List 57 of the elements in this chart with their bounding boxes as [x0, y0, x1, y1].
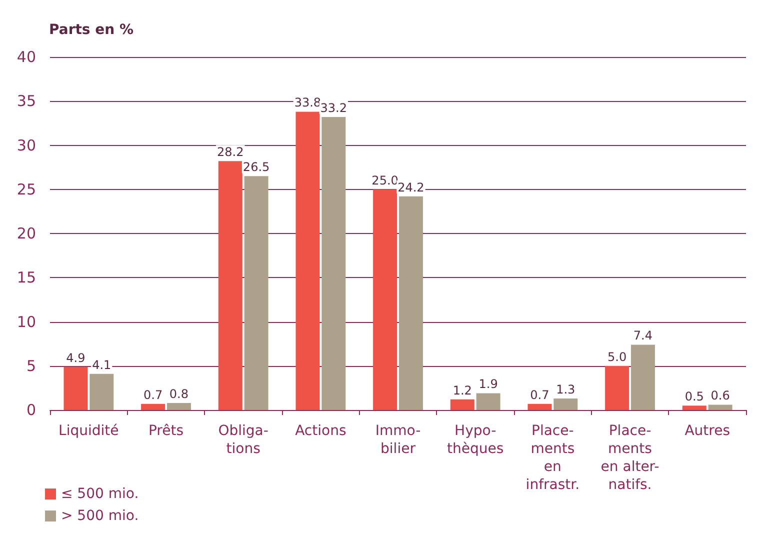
data-label: 0.7 [143, 388, 163, 402]
bar [244, 176, 268, 410]
chart-title: Parts en % [49, 22, 134, 38]
x-tick-label: Place- ments en infrastr. [526, 423, 580, 493]
bar [218, 161, 242, 410]
bar [166, 402, 191, 410]
data-label: 0.6 [710, 388, 730, 403]
data-label: 25.0 [372, 173, 398, 188]
bar [398, 196, 423, 410]
legend-label: ≤ 500 mio. [61, 486, 139, 502]
data-label: 5.0 [607, 350, 627, 364]
bar [528, 404, 552, 410]
bar [708, 404, 732, 410]
y-tick-label: 20 [16, 224, 36, 242]
bar [296, 112, 320, 410]
data-label: 24.2 [398, 180, 424, 194]
data-label: 0.7 [530, 388, 550, 402]
data-label: 1.3 [556, 382, 576, 397]
bar [450, 399, 474, 410]
data-label: 0.5 [684, 390, 704, 404]
x-tick-label: Liquidité [58, 423, 119, 439]
data-label: 0.8 [169, 386, 189, 401]
y-tick-label: 0 [26, 401, 36, 419]
data-label: 28.2 [217, 145, 244, 160]
data-label: 4.9 [66, 350, 86, 365]
bar [554, 398, 578, 410]
bar [90, 374, 114, 410]
bar [64, 366, 88, 410]
x-tick-label: Obliga- tions [218, 423, 268, 457]
x-tick-label: Place- ments en alter- natifs. [600, 423, 660, 493]
bar [476, 393, 500, 410]
legend-label: > 500 mio. [61, 508, 139, 524]
y-tick-label: 40 [16, 48, 36, 66]
x-tick-label: Immo- bilier [375, 423, 421, 457]
bar [141, 404, 166, 410]
bar [373, 189, 398, 410]
y-tick-label: 15 [16, 268, 36, 287]
y-tick-label: 5 [26, 356, 36, 375]
x-tick-label: Actions [295, 423, 346, 439]
data-label: 33.8 [294, 96, 322, 110]
bar [630, 344, 655, 410]
data-label: 33.2 [320, 101, 347, 116]
x-tick-label: Autres [684, 423, 730, 439]
y-tick-label: 25 [16, 180, 36, 198]
y-tick-label: 10 [16, 312, 36, 331]
bar [605, 366, 630, 410]
bar [682, 406, 706, 410]
bar [322, 117, 346, 410]
y-tick-label: 30 [16, 136, 36, 154]
data-label: 1.9 [478, 377, 498, 392]
x-tick-label: Prêts [148, 423, 184, 439]
x-tick-label: Hypo- thèques [447, 423, 504, 457]
data-label: 7.4 [633, 328, 653, 343]
data-label: 26.5 [242, 160, 270, 174]
data-label: 1.2 [452, 383, 472, 398]
data-label: 4.1 [92, 358, 112, 372]
y-tick-label: 35 [16, 92, 36, 110]
